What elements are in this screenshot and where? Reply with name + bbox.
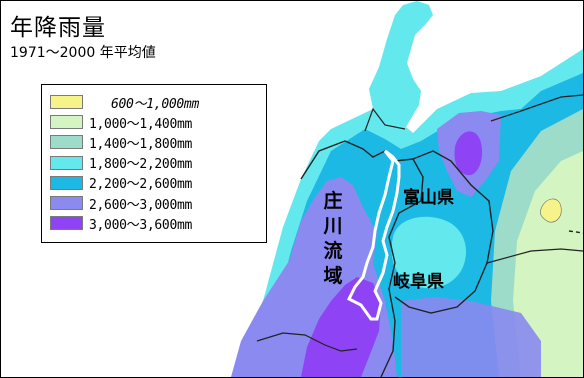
sho-river-basin-label: 庄 川 流 域 — [321, 189, 345, 289]
legend-label: 1,400～1,800mm — [89, 136, 193, 152]
legend-label: 600～1,000mm — [111, 96, 199, 112]
legend-swatch — [50, 115, 83, 130]
legend-swatch — [50, 175, 83, 190]
prefecture-border — [568, 230, 583, 234]
legend-label: 1,000～1,400mm — [89, 116, 193, 132]
prefecture-border — [490, 94, 583, 122]
legend-swatch — [50, 155, 83, 170]
legend-row: 3,000～3,600mm — [50, 213, 266, 233]
prefecture-border — [364, 107, 406, 132]
prefecture-border — [394, 150, 494, 314]
gifu-label: 岐阜県 — [393, 272, 444, 292]
legend-swatch — [50, 95, 83, 110]
noto-peninsula — [369, 1, 433, 127]
prefecture-border — [300, 140, 424, 377]
legend-row: 1,800～2,200mm — [50, 153, 266, 173]
basin-label-char: 川 — [323, 215, 343, 237]
legend-swatch — [50, 135, 83, 150]
band-2600-3000-south — [401, 297, 541, 377]
legend-label: 1,800～2,200mm — [89, 157, 193, 173]
gifu-cyan-zone — [391, 216, 467, 289]
sho-river-basin — [346, 149, 401, 321]
legend-label: 3,000～3,600mm — [89, 217, 193, 233]
legend: 600～1,000mm 1,000～1,400mm 1,400～1,800mm … — [41, 84, 267, 243]
map-subtitle: 1971～2000 年平均値 — [10, 45, 156, 61]
map-title: 年降雨量 — [10, 15, 106, 41]
basin-label-char: 域 — [323, 265, 343, 287]
toyama-label: 富山県 — [403, 188, 454, 208]
legend-row: 2,200～2,600mm — [50, 173, 266, 193]
legend-row: 1,000～1,400mm — [50, 112, 266, 132]
prefecture-border — [256, 332, 358, 352]
basin-label-char: 流 — [323, 240, 343, 262]
prefecture-border — [486, 248, 583, 264]
band-1000-1400 — [513, 151, 583, 377]
basin-label-char: 庄 — [323, 190, 343, 212]
legend-row: 1,400～1,800mm — [50, 132, 266, 152]
band-600-1000 — [539, 198, 562, 223]
band-3000-3600-west — [301, 277, 381, 377]
legend-swatch — [50, 216, 83, 231]
legend-row: 600～1,000mm — [50, 92, 266, 112]
band-3000-3600-east — [454, 131, 483, 176]
legend-label: 2,600～3,000mm — [89, 197, 193, 213]
legend-swatch — [50, 196, 83, 211]
legend-row: 2,600～3,000mm — [50, 193, 266, 213]
legend-label: 2,200～2,600mm — [89, 177, 193, 193]
